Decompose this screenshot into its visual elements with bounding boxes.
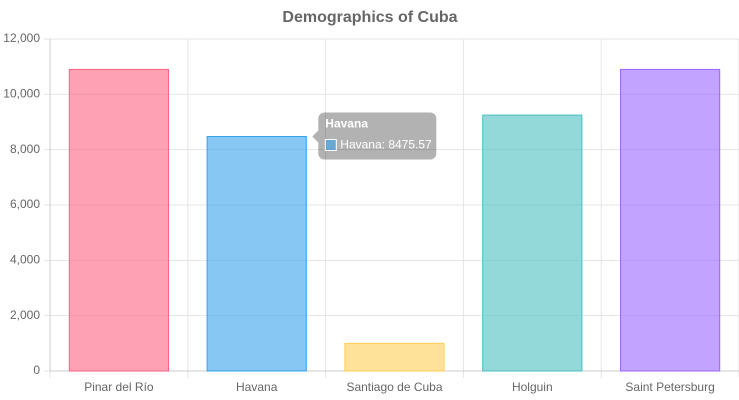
bar <box>619 68 721 372</box>
bar <box>206 136 307 372</box>
x-tick-label: Saint Petersburg <box>625 380 714 394</box>
y-tick-label: 12,000 <box>3 31 40 45</box>
bar <box>344 342 445 372</box>
tooltip-box <box>312 112 437 160</box>
y-tick-label: 10,000 <box>3 87 40 101</box>
x-tick-label: Havana <box>236 380 278 394</box>
y-tick-label: 2,000 <box>10 308 40 322</box>
x-tick-label: Pinar del Río <box>84 380 154 394</box>
x-tick-label: Santiago de Cuba <box>346 380 442 394</box>
chart-title: Demographics of Cuba <box>282 9 457 26</box>
x-tick-label: Holguin <box>512 380 553 394</box>
y-tick-label: 4,000 <box>10 253 40 267</box>
tooltip: Havana Havana: 8475.57 <box>312 112 437 160</box>
tooltip-title: Havana <box>325 117 368 131</box>
bar <box>68 68 170 372</box>
y-tick-label: 8,000 <box>10 142 40 156</box>
y-tick-label: 6,000 <box>10 197 40 211</box>
tooltip-body: Havana: 8475.57 <box>340 138 432 152</box>
y-tick-label: 0 <box>33 363 40 377</box>
tooltip-swatch <box>324 139 337 152</box>
bar <box>482 114 583 372</box>
